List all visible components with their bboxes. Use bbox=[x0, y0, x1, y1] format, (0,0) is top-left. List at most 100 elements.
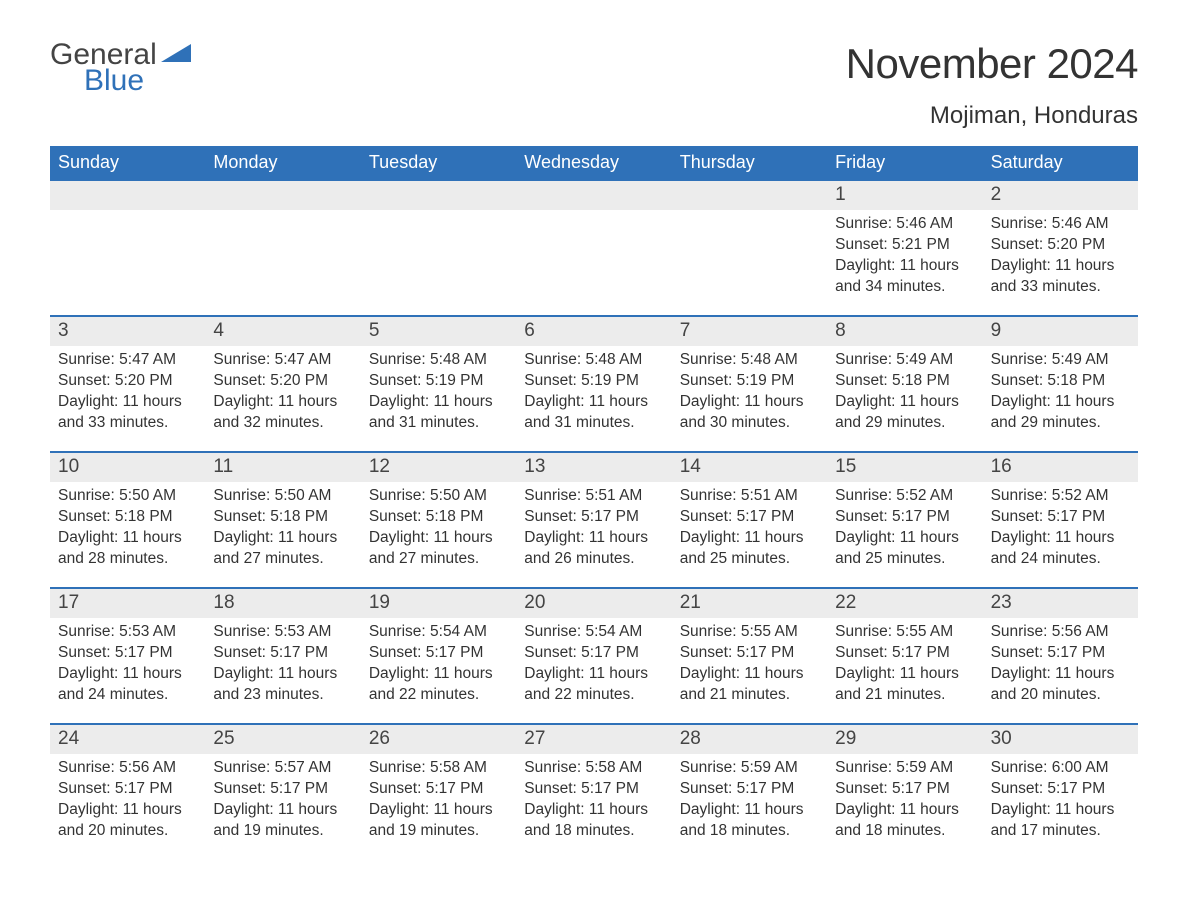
day-dl1: Daylight: 11 hours bbox=[524, 528, 663, 548]
calendar-empty-cell bbox=[672, 179, 827, 315]
calendar-day-cell: 13Sunrise: 5:51 AMSunset: 5:17 PMDayligh… bbox=[516, 451, 671, 587]
day-content: Sunrise: 5:53 AMSunset: 5:17 PMDaylight:… bbox=[50, 618, 205, 723]
day-content: Sunrise: 5:59 AMSunset: 5:17 PMDaylight:… bbox=[672, 754, 827, 859]
day-sunrise: Sunrise: 5:52 AM bbox=[835, 486, 974, 506]
location: Mojiman, Honduras bbox=[846, 102, 1138, 130]
header: General Blue November 2024 Mojiman, Hond… bbox=[50, 40, 1138, 140]
day-sunset: Sunset: 5:17 PM bbox=[524, 643, 663, 663]
day-number: 22 bbox=[827, 589, 982, 618]
day-dl1: Daylight: 11 hours bbox=[835, 528, 974, 548]
day-number: 30 bbox=[983, 725, 1138, 754]
day-sunrise: Sunrise: 5:52 AM bbox=[991, 486, 1130, 506]
day-number: 13 bbox=[516, 453, 671, 482]
day-content: Sunrise: 5:54 AMSunset: 5:17 PMDaylight:… bbox=[516, 618, 671, 723]
calendar-day-cell: 24Sunrise: 5:56 AMSunset: 5:17 PMDayligh… bbox=[50, 723, 205, 859]
day-number: 5 bbox=[361, 317, 516, 346]
day-number-bar bbox=[361, 181, 516, 210]
day-number: 29 bbox=[827, 725, 982, 754]
day-content: Sunrise: 5:49 AMSunset: 5:18 PMDaylight:… bbox=[827, 346, 982, 451]
day-content: Sunrise: 5:51 AMSunset: 5:17 PMDaylight:… bbox=[672, 482, 827, 587]
day-content: Sunrise: 5:58 AMSunset: 5:17 PMDaylight:… bbox=[516, 754, 671, 859]
day-sunrise: Sunrise: 5:55 AM bbox=[680, 622, 819, 642]
day-number: 1 bbox=[827, 181, 982, 210]
day-sunset: Sunset: 5:17 PM bbox=[369, 643, 508, 663]
day-sunrise: Sunrise: 6:00 AM bbox=[991, 758, 1130, 778]
weekday-header: Thursday bbox=[672, 146, 827, 179]
day-number: 3 bbox=[50, 317, 205, 346]
day-content: Sunrise: 5:58 AMSunset: 5:17 PMDaylight:… bbox=[361, 754, 516, 859]
day-dl2: and 21 minutes. bbox=[680, 685, 819, 705]
day-dl2: and 21 minutes. bbox=[835, 685, 974, 705]
day-dl1: Daylight: 11 hours bbox=[524, 664, 663, 684]
day-sunset: Sunset: 5:17 PM bbox=[680, 779, 819, 799]
day-sunrise: Sunrise: 5:51 AM bbox=[524, 486, 663, 506]
day-number-bar bbox=[672, 181, 827, 210]
day-sunrise: Sunrise: 5:50 AM bbox=[369, 486, 508, 506]
day-number: 28 bbox=[672, 725, 827, 754]
calendar-empty-cell bbox=[205, 179, 360, 315]
logo-triangle-icon bbox=[161, 44, 191, 64]
calendar-body: 1Sunrise: 5:46 AMSunset: 5:21 PMDaylight… bbox=[50, 179, 1138, 859]
day-sunset: Sunset: 5:20 PM bbox=[213, 371, 352, 391]
day-dl1: Daylight: 11 hours bbox=[369, 392, 508, 412]
day-number: 6 bbox=[516, 317, 671, 346]
day-number: 4 bbox=[205, 317, 360, 346]
day-dl1: Daylight: 11 hours bbox=[991, 392, 1130, 412]
day-number: 21 bbox=[672, 589, 827, 618]
day-dl1: Daylight: 11 hours bbox=[58, 800, 197, 820]
day-sunrise: Sunrise: 5:48 AM bbox=[680, 350, 819, 370]
day-sunset: Sunset: 5:19 PM bbox=[680, 371, 819, 391]
calendar-day-cell: 9 Sunrise: 5:49 AMSunset: 5:18 PMDaylight… bbox=[983, 315, 1138, 451]
day-dl2: and 27 minutes. bbox=[369, 549, 508, 569]
day-dl2: and 31 minutes. bbox=[369, 413, 508, 433]
day-number: 7 bbox=[672, 317, 827, 346]
day-sunrise: Sunrise: 5:46 AM bbox=[835, 214, 974, 234]
day-content: Sunrise: 5:51 AMSunset: 5:17 PMDaylight:… bbox=[516, 482, 671, 587]
calendar-day-cell: 27Sunrise: 5:58 AMSunset: 5:17 PMDayligh… bbox=[516, 723, 671, 859]
weekday-header: Saturday bbox=[983, 146, 1138, 179]
day-content: Sunrise: 5:56 AMSunset: 5:17 PMDaylight:… bbox=[50, 754, 205, 859]
day-dl2: and 22 minutes. bbox=[524, 685, 663, 705]
day-content: Sunrise: 5:54 AMSunset: 5:17 PMDaylight:… bbox=[361, 618, 516, 723]
day-sunset: Sunset: 5:18 PM bbox=[991, 371, 1130, 391]
weekday-header: Wednesday bbox=[516, 146, 671, 179]
day-content: Sunrise: 5:46 AMSunset: 5:20 PMDaylight:… bbox=[983, 210, 1138, 315]
day-sunrise: Sunrise: 5:56 AM bbox=[58, 758, 197, 778]
day-dl2: and 20 minutes. bbox=[991, 685, 1130, 705]
day-number: 2 bbox=[983, 181, 1138, 210]
calendar: SundayMondayTuesdayWednesdayThursdayFrid… bbox=[50, 146, 1138, 859]
calendar-empty-cell bbox=[516, 179, 671, 315]
day-content: Sunrise: 5:56 AMSunset: 5:17 PMDaylight:… bbox=[983, 618, 1138, 723]
day-content: Sunrise: 5:52 AMSunset: 5:17 PMDaylight:… bbox=[827, 482, 982, 587]
day-dl2: and 30 minutes. bbox=[680, 413, 819, 433]
day-sunrise: Sunrise: 5:55 AM bbox=[835, 622, 974, 642]
day-dl1: Daylight: 11 hours bbox=[524, 392, 663, 412]
day-content: Sunrise: 5:50 AMSunset: 5:18 PMDaylight:… bbox=[361, 482, 516, 587]
calendar-day-cell: 18Sunrise: 5:53 AMSunset: 5:17 PMDayligh… bbox=[205, 587, 360, 723]
calendar-day-cell: 25Sunrise: 5:57 AMSunset: 5:17 PMDayligh… bbox=[205, 723, 360, 859]
day-number: 15 bbox=[827, 453, 982, 482]
day-sunrise: Sunrise: 5:58 AM bbox=[369, 758, 508, 778]
day-number: 9 bbox=[983, 317, 1138, 346]
day-dl1: Daylight: 11 hours bbox=[835, 800, 974, 820]
day-content: Sunrise: 5:47 AMSunset: 5:20 PMDaylight:… bbox=[205, 346, 360, 451]
day-sunset: Sunset: 5:17 PM bbox=[835, 507, 974, 527]
day-content: Sunrise: 5:53 AMSunset: 5:17 PMDaylight:… bbox=[205, 618, 360, 723]
day-dl1: Daylight: 11 hours bbox=[369, 528, 508, 548]
weekday-header: Tuesday bbox=[361, 146, 516, 179]
day-dl2: and 18 minutes. bbox=[680, 821, 819, 841]
calendar-day-cell: 6Sunrise: 5:48 AMSunset: 5:19 PMDaylight… bbox=[516, 315, 671, 451]
day-sunrise: Sunrise: 5:49 AM bbox=[991, 350, 1130, 370]
weekday-header: Monday bbox=[205, 146, 360, 179]
day-sunrise: Sunrise: 5:56 AM bbox=[991, 622, 1130, 642]
day-sunset: Sunset: 5:17 PM bbox=[524, 507, 663, 527]
day-sunset: Sunset: 5:18 PM bbox=[213, 507, 352, 527]
day-sunset: Sunset: 5:17 PM bbox=[991, 507, 1130, 527]
day-sunset: Sunset: 5:17 PM bbox=[213, 779, 352, 799]
day-number: 23 bbox=[983, 589, 1138, 618]
day-sunrise: Sunrise: 5:50 AM bbox=[213, 486, 352, 506]
day-dl1: Daylight: 11 hours bbox=[680, 800, 819, 820]
day-dl1: Daylight: 11 hours bbox=[680, 664, 819, 684]
weekday-header: Sunday bbox=[50, 146, 205, 179]
day-sunrise: Sunrise: 5:48 AM bbox=[369, 350, 508, 370]
